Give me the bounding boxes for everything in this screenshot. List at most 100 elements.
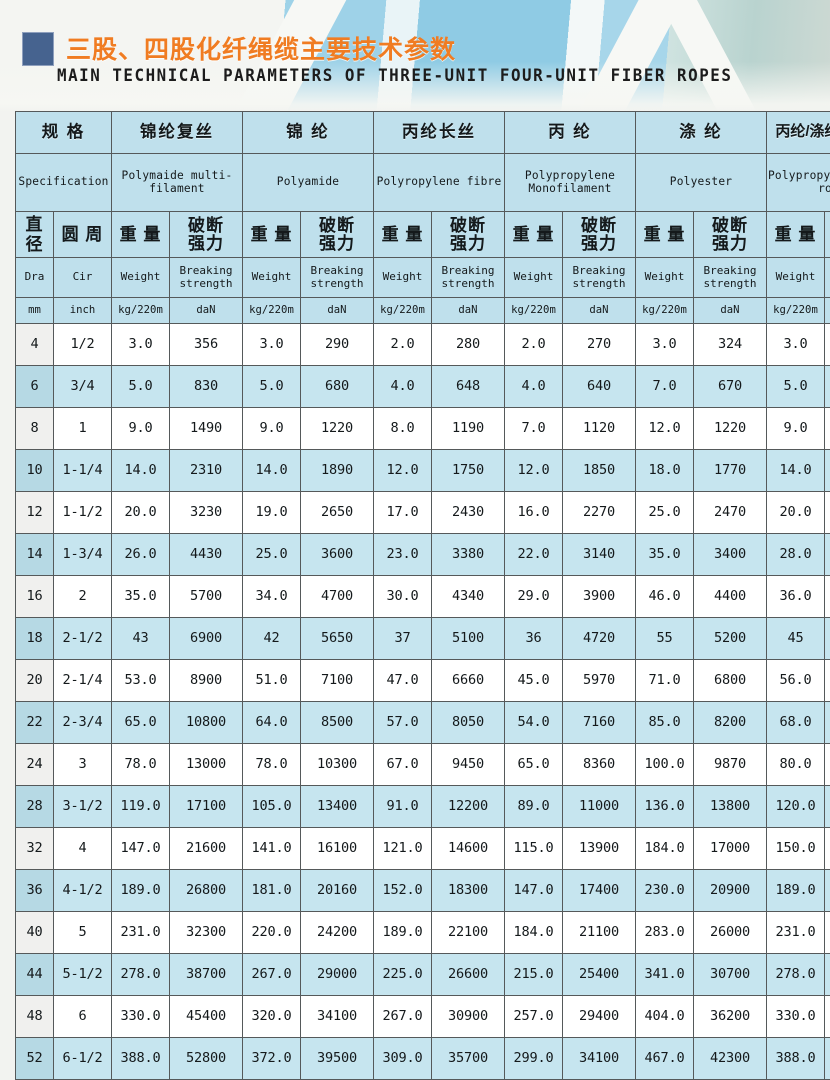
cell-breaking-strength-g2: 16100 [301,828,374,870]
cell-breaking-strength-g4: 4720 [563,618,636,660]
cell-breaking-strength-g4: 34100 [563,1038,636,1080]
cell-weight-g5: 25.0 [636,492,694,534]
cell-breaking-strength-g5: 17000 [694,828,767,870]
cell-breaking-strength-g6: 15620 [825,828,830,870]
cell-diameter: 48 [16,996,54,1038]
cell-weight-g2: 51.0 [243,660,301,702]
cell-breaking-strength-g2: 39500 [301,1038,374,1080]
cell-circumference: 5-1/2 [54,954,112,996]
cell-breaking-strength-g5: 9870 [694,744,767,786]
breaking-cn-line1: 破断 [564,217,634,235]
cell-breaking-strength-g2: 29000 [301,954,374,996]
cell-breaking-strength-g1: 356 [170,324,243,366]
cell-weight-g1: 119.0 [112,786,170,828]
cell-breaking-strength-g4: 17400 [563,870,636,912]
cell-diameter: 28 [16,786,54,828]
cell-circumference: 4-1/2 [54,870,112,912]
breaking-cn-line2: 强力 [695,235,765,253]
cell-breaking-strength-g3: 2430 [432,492,505,534]
subheader-weight-en-5: Weight [636,258,694,298]
group-header-polypropylene-monofilament-en: Polypropylene Monofilament [505,154,636,212]
cell-breaking-strength-g2: 7100 [301,660,374,702]
cell-breaking-strength-g5: 42300 [694,1038,767,1080]
cell-weight-g4: 2.0 [505,324,563,366]
header-row-measure-english: Dra Cir Weight Breaking strength Weight … [16,258,830,298]
cell-breaking-strength-g1: 26800 [170,870,243,912]
group-header-polyester-en: Polyester [636,154,767,212]
cell-weight-g4: 65.0 [505,744,563,786]
cell-weight-g2: 25.0 [243,534,301,576]
cell-breaking-strength-g5: 20900 [694,870,767,912]
cell-breaking-strength-g4: 640 [563,366,636,408]
unit-weight-1: kg/220m [112,298,170,324]
cell-weight-g6: 5.0 [767,366,825,408]
group-header-specification-en: Specification [16,154,112,212]
cell-weight-g4: 12.0 [505,450,563,492]
cell-diameter: 10 [16,450,54,492]
cell-weight-g1: 14.0 [112,450,170,492]
cell-breaking-strength-g2: 13400 [301,786,374,828]
cell-breaking-strength-g4: 8360 [563,744,636,786]
cell-breaking-strength-g3: 30900 [432,996,505,1038]
cell-weight-g5: 136.0 [636,786,694,828]
cell-diameter: 20 [16,660,54,702]
breaking-cn-line2: 强力 [826,235,830,253]
cell-breaking-strength-g1: 38700 [170,954,243,996]
subheader-breaking-en-5: Breaking strength [694,258,767,298]
cell-weight-g1: 35.0 [112,576,170,618]
cell-weight-g3: 267.0 [374,996,432,1038]
breaking-en-line1: Breaking [573,264,626,277]
cell-breaking-strength-g6: 38000 [825,1038,830,1080]
cell-breaking-strength-g5: 670 [694,366,767,408]
subheader-weight-en-6: Weight [767,258,825,298]
cell-breaking-strength-g6: 3180 [825,534,830,576]
cell-breaking-strength-g6: 5800 [825,618,830,660]
cell-breaking-strength-g3: 280 [432,324,505,366]
cell-breaking-strength-g3: 5100 [432,618,505,660]
table-row: 182-1/2436900425650375100364720555200455… [16,618,830,660]
cell-weight-g6: 45 [767,618,825,660]
cell-breaking-strength-g5: 1770 [694,450,767,492]
cell-weight-g1: 20.0 [112,492,170,534]
cell-breaking-strength-g1: 830 [170,366,243,408]
cell-weight-g4: 257.0 [505,996,563,1038]
cell-breaking-strength-g6: 28500 [825,954,830,996]
cell-weight-g4: 29.0 [505,576,563,618]
cell-weight-g5: 100.0 [636,744,694,786]
group-header-polyamide-en: Polyamide [243,154,374,212]
technical-parameters-table: 规 格 锦纶复丝 锦 纶 丙纶长丝 丙 纶 涤 纶 丙纶/涤纶 混合绳 Spec… [15,111,830,1080]
cell-weight-g5: 12.0 [636,408,694,450]
subheader-weight-en-3: Weight [374,258,432,298]
breaking-en-line1: Breaking [180,264,233,277]
cell-breaking-strength-g2: 24200 [301,912,374,954]
cell-weight-g1: 3.0 [112,324,170,366]
breaking-cn-line2: 强力 [433,235,503,253]
cell-circumference: 2-3/4 [54,702,112,744]
cell-weight-g2: 105.0 [243,786,301,828]
breaking-cn-line1: 破断 [302,217,372,235]
cell-breaking-strength-g3: 3380 [432,534,505,576]
cell-weight-g1: 278.0 [112,954,170,996]
subheader-diameter-en: Dra [16,258,54,298]
unit-breaking-1: daN [170,298,243,324]
cell-weight-g2: 9.0 [243,408,301,450]
group-header-polypropylene-fibre-en: Polyropylene fibre [374,154,505,212]
cell-diameter: 8 [16,408,54,450]
cell-breaking-strength-g4: 25400 [563,954,636,996]
breaking-en-line2: strength [180,277,233,290]
cell-weight-g5: 467.0 [636,1038,694,1080]
cell-weight-g1: 388.0 [112,1038,170,1080]
breaking-en-line2: strength [573,277,626,290]
cell-diameter: 12 [16,492,54,534]
cell-breaking-strength-g2: 1890 [301,450,374,492]
cell-weight-g6: 56.0 [767,660,825,702]
cell-diameter: 18 [16,618,54,660]
cell-breaking-strength-g3: 35700 [432,1038,505,1080]
cell-circumference: 1-3/4 [54,534,112,576]
